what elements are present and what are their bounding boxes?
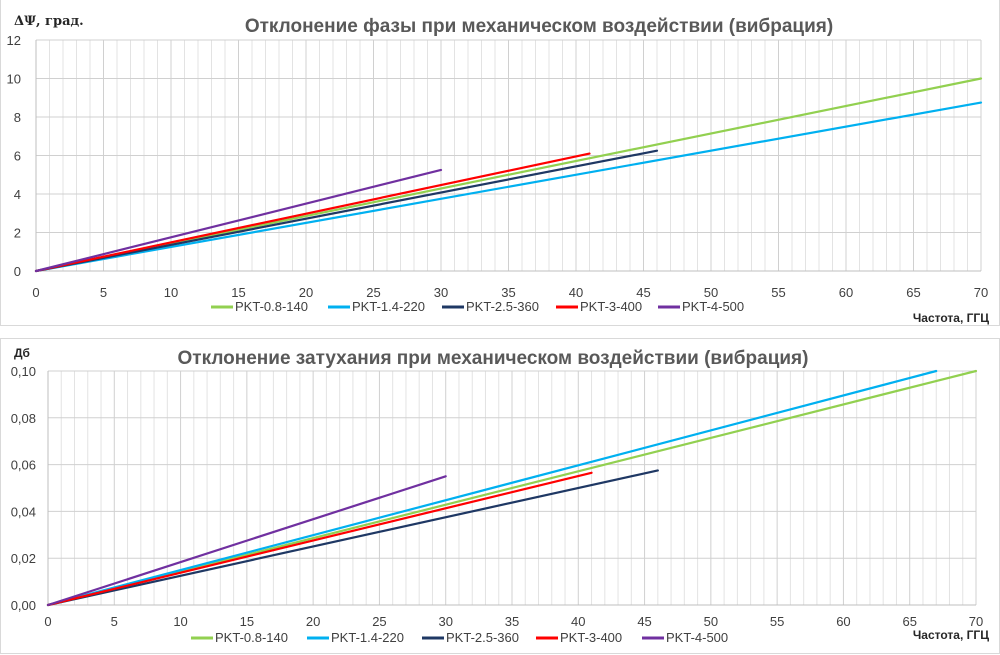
series-line-pkt-1.4-220 [46,369,938,607]
series-line-pkt-3-400 [46,471,593,607]
x-tick-label: 25 [372,614,386,629]
y-axis-label: ΔΨ, град. [14,14,84,29]
y-tick-label: 0,06 [11,458,36,473]
x-tick-label: 60 [839,285,853,300]
legend-label: PKT-1.4-220 [352,299,425,314]
series-line-pkt-1.4-220 [34,101,983,273]
x-tick-label: 40 [569,285,583,300]
x-tick-label: 5 [111,614,118,629]
chart-separator [0,326,1000,338]
x-tick-label: 50 [704,285,718,300]
y-axis-label: Дб [14,346,30,360]
x-tick-label: 35 [501,285,515,300]
x-tick-label: 35 [505,614,519,629]
x-tick-label: 70 [974,285,988,300]
series-line-pkt-0.8-140 [34,77,983,273]
y-tick-label: 4 [14,187,21,202]
x-tick-label: 65 [906,285,920,300]
series-line-pkt-3-400 [34,152,591,273]
y-tick-label: 0,08 [11,411,36,426]
x-tick-label: 30 [438,614,452,629]
attenuation-chart: 0 5 10 15 20 25 30 35 40 45 50 55 60 65 70 0,00 0,02 0,04… [11,346,990,645]
x-tick-label: 0 [44,614,51,629]
legend-label: PKT-0.8-140 [215,630,288,645]
series-line-pkt-2.5-360 [34,149,659,273]
legend-label: PKT-2.5-360 [446,630,519,645]
y-tick-label: 12 [7,33,21,48]
x-tick-label: 45 [637,614,651,629]
y-tick-label: 8 [14,110,21,125]
legend: PKT-0.8-140 PKT-1.4-220 PKT-2.5-360 PKT-3-4… [211,299,744,314]
x-tick-label: 25 [366,285,380,300]
legend-label: PKT-1.4-220 [331,630,404,645]
x-tick-label: 15 [240,614,254,629]
x-tick-label: 70 [969,614,983,629]
series-line-pkt-4-500 [46,475,447,607]
phase-chart: 0 5 10 15 20 25 30 35 40 45 50 55 60 65 70 0 2 4 6 8 10 12 Отк… [7,14,990,325]
y-tick-label: 0 [14,264,21,279]
y-tick-label: 2 [14,226,21,241]
y-tick-label: 6 [14,149,21,164]
legend-label: PKT-4-500 [666,630,728,645]
x-tick-label: 55 [770,614,784,629]
y-tick-label: 0,04 [11,504,36,519]
phase-chart-panel: 0 5 10 15 20 25 30 35 40 45 50 55 60 65 70 0 2 4 6 8 10 12 Отк… [0,0,1000,326]
legend-label: PKT-3-400 [560,630,622,645]
grid [47,370,977,606]
y-tick-label: 0,10 [11,364,36,379]
grid [35,39,982,272]
x-tick-label: 20 [299,285,313,300]
y-tick-label: 0,02 [11,551,36,566]
legend-label: PKT-2.5-360 [466,299,539,314]
legend-label: PKT-3-400 [580,299,642,314]
x-tick-label: 5 [100,285,107,300]
x-tick-label: 55 [771,285,785,300]
series-line-pkt-4-500 [34,168,443,273]
chart-title: Отклонение фазы при механическом воздейс… [245,16,833,37]
x-tick-label: 65 [902,614,916,629]
x-axis-label: Частота, ГГЦ [913,311,989,325]
series-line-pkt-0.8-140 [46,369,978,607]
y-tick-label: 10 [7,72,21,87]
x-tick-label: 40 [571,614,585,629]
x-tick-label: 10 [164,285,178,300]
y-tick-label: 0,00 [11,598,36,613]
attenuation-chart-panel: 0 5 10 15 20 25 30 35 40 45 50 55 60 65 70 0,00 0,02 0,04… [0,338,1000,654]
x-tick-label: 10 [173,614,187,629]
x-tick-label: 0 [32,285,39,300]
legend: PKT-0.8-140 PKT-1.4-220 PKT-2.5-360 PKT-3-4… [191,630,728,645]
legend-label: PKT-4-500 [682,299,744,314]
chart-title: Отклонение затухания при механическом во… [178,348,809,369]
legend-label: PKT-0.8-140 [235,299,308,314]
x-tick-label: 15 [231,285,245,300]
x-tick-label: 30 [434,285,448,300]
x-tick-label: 50 [704,614,718,629]
series-line-pkt-2.5-360 [46,469,659,607]
x-axis-label: Частота, ГГЦ [913,628,989,642]
x-tick-label: 20 [306,614,320,629]
x-tick-label: 60 [836,614,850,629]
x-tick-label: 45 [636,285,650,300]
